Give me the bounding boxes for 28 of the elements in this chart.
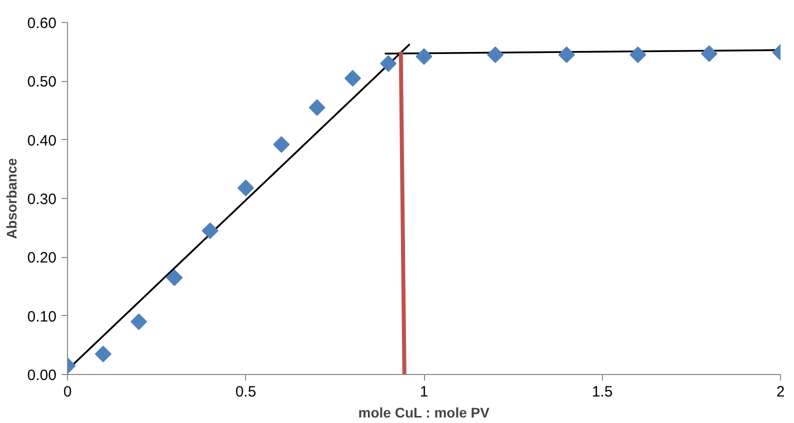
x-tick-label: 0.5 xyxy=(235,384,256,400)
y-axis-title: Absorbance xyxy=(3,158,20,239)
x-tick-label: 2 xyxy=(776,384,785,400)
point xyxy=(487,46,504,64)
point xyxy=(166,269,183,286)
point xyxy=(344,70,361,87)
point xyxy=(94,346,112,362)
y-tick-label: 0.30 xyxy=(27,191,57,208)
point xyxy=(273,136,290,153)
x-axis-title: mole CuL : mole PV xyxy=(358,404,490,420)
x-tick-label: 1 xyxy=(420,384,428,400)
point xyxy=(308,99,326,116)
y-tick-label: 0.60 xyxy=(27,15,57,32)
point xyxy=(202,222,218,240)
x-tick-label: 1.5 xyxy=(592,384,613,400)
point xyxy=(416,48,432,65)
point xyxy=(237,180,254,196)
point xyxy=(130,313,148,330)
point xyxy=(380,55,397,72)
y-tick-label: 0.20 xyxy=(27,250,57,267)
y-tick-label: 0.10 xyxy=(27,308,57,326)
x-tick-label: 0 xyxy=(63,384,72,400)
y-tick-label: 0.50 xyxy=(27,74,57,91)
y-tick-label: 0.40 xyxy=(27,132,57,150)
point xyxy=(700,45,718,62)
y-tick-label: 0.00 xyxy=(27,367,57,384)
point xyxy=(558,46,575,64)
point xyxy=(630,46,646,64)
